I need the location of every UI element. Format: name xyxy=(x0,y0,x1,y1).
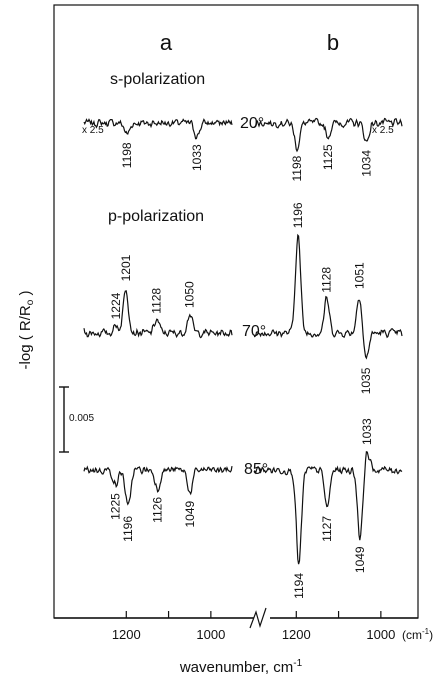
peak-label-b-1-1128: 1128 xyxy=(320,267,334,293)
peak-label-a-1-1128: 1128 xyxy=(150,288,164,314)
peak-label-a-2-1225: 1225 xyxy=(109,493,123,520)
peak-label-a-1-1050: 1050 xyxy=(183,281,197,308)
peak-label-b-0-1198: 1198 xyxy=(290,155,304,181)
peak-label-b-2-1194: 1194 xyxy=(292,573,306,599)
x-axis-label: wavenumber, cm-1 xyxy=(179,658,303,676)
peak-label-b-1-1035: 1035 xyxy=(359,367,373,394)
scale-bar-label: 0.005 xyxy=(69,413,94,424)
x-tick-label-b-1200: 1200 xyxy=(282,627,311,642)
x-unit-label: (cm-1) xyxy=(402,627,433,642)
peak-label-a-1-1201: 1201 xyxy=(119,254,133,281)
peak-label-b-2-1049: 1049 xyxy=(353,546,367,573)
peak-label-a-1-1224: 1224 xyxy=(109,292,123,319)
x-tick-label-a-1200: 1200 xyxy=(112,627,141,642)
section-label-p: p-polarization xyxy=(108,208,204,225)
peak-label-a-0-1198: 1198 xyxy=(120,142,134,168)
section-label-s: s-polarization xyxy=(110,71,205,88)
peak-label-b-0-1125: 1125 xyxy=(321,144,335,170)
spectrum-line-a-0 xyxy=(83,118,233,140)
peak-label-a-2-1049: 1049 xyxy=(183,500,197,527)
x-tick-label-a-1000: 1000 xyxy=(196,627,225,642)
peak-label-a-2-1126: 1126 xyxy=(151,497,165,523)
multiplier-a-s: x 2.5 xyxy=(82,125,104,136)
column-label-a: a xyxy=(160,30,173,55)
peak-label-b-2-1127: 1127 xyxy=(320,516,334,542)
peak-label-b-1-1051: 1051 xyxy=(352,262,366,289)
x-tick-label-b-1000: 1000 xyxy=(366,627,395,642)
column-label-b: b xyxy=(327,30,339,55)
peak-label-a-0-1033: 1033 xyxy=(190,144,204,171)
spectrum-line-b-0 xyxy=(253,117,403,153)
axis-break xyxy=(249,607,270,629)
spectrum-line-b-1 xyxy=(253,233,403,360)
peak-label-b-2-1033: 1033 xyxy=(360,418,374,445)
spectrum-line-b-2 xyxy=(253,450,403,565)
multiplier-b-s: x 2.5 xyxy=(372,125,394,136)
peak-label-a-2-1196: 1196 xyxy=(121,516,135,542)
y-axis-label: -log ( R/Ro ) xyxy=(17,291,36,370)
peak-label-b-0-1034: 1034 xyxy=(360,150,374,177)
angle-label-20: 20° xyxy=(240,115,264,132)
peak-label-b-1-1196: 1196 xyxy=(291,202,305,228)
spectrum-line-a-2 xyxy=(83,465,233,506)
angle-label-70: 70° xyxy=(242,323,266,340)
scale-bar: 0.005 xyxy=(59,386,94,453)
spectrum-line-a-1 xyxy=(83,290,233,339)
